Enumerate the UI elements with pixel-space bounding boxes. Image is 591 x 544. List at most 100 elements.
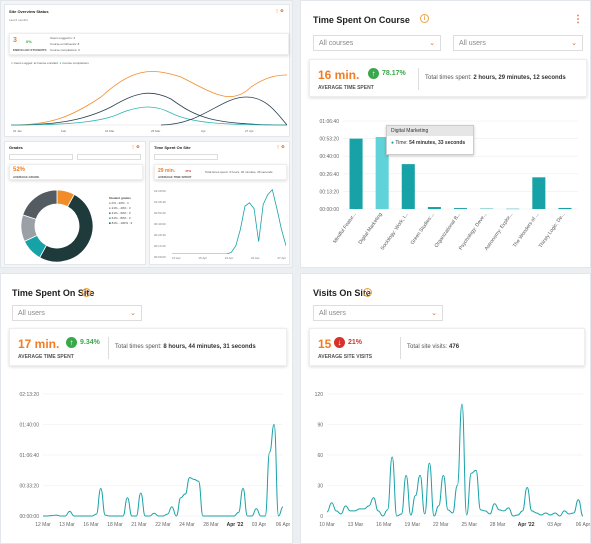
grades-select-1[interactable]: [9, 154, 73, 160]
site-overview-line-3: Course completions: 0: [50, 48, 80, 52]
visits-total: Total site visits: 476: [407, 344, 460, 350]
so-x-tick: 27 Apr: [245, 129, 254, 133]
course-time-card: Time Spent On Course i ⋮ All courses ⌄ A…: [300, 0, 591, 268]
x-tick-label: 03 Apr: [252, 522, 267, 528]
y-tick-label: 01:06:40: [320, 119, 340, 125]
site-time-title: Time Spent On Site: [12, 288, 95, 298]
visits-label: AVERAGE SITE VISITS: [318, 354, 373, 360]
bar: [532, 177, 546, 209]
mini-x-axis: 10 Apr 15 Apr 19 Apr 22 Apr 27 Apr: [172, 256, 286, 260]
site-overview-line-1: Users Logged in: 3: [50, 36, 76, 40]
stat-divider: [418, 68, 419, 90]
mini-site-time-value: 29 min.: [158, 168, 176, 174]
so-x-tick: 01 Mar: [105, 129, 115, 133]
mini-site-time-card: Time Spent On Site ⋮ ⚙ 29 min. 47% AVERA…: [149, 141, 290, 265]
x-tick-label: Mindful Featur...: [332, 212, 357, 245]
arrow-up-icon: ↑: [66, 337, 77, 348]
series-line: [43, 423, 284, 517]
x-tick-label: 03 Apr: [547, 522, 562, 528]
x-tick-label: 18 Mar: [107, 522, 123, 528]
x-tick-label: Psychology: Deve...: [458, 212, 488, 252]
mini-site-time-label: AVERAGE TIME SPENT: [158, 175, 192, 179]
info-icon[interactable]: i: [82, 288, 91, 297]
series-line: [172, 188, 286, 254]
mini-site-time-title: Time Spent On Site: [154, 145, 191, 150]
x-tick-label: 13 Mar: [348, 522, 364, 528]
site-overview-title: Site Overview Status: [9, 9, 49, 14]
x-tick-label: 06 Apr: [576, 522, 591, 528]
course-time-value: 16 min.: [318, 68, 360, 82]
y-tick-label: 60: [317, 453, 323, 459]
site-overview-stat-value: 3: [13, 37, 17, 44]
site-overview-line-2: Course enrollments: 8: [50, 42, 80, 46]
mini-site-time-select[interactable]: [154, 154, 218, 160]
info-icon[interactable]: i: [420, 14, 429, 23]
x-tick-label: Astronomy: Explor...: [484, 212, 515, 252]
visits-user-value: All users: [319, 310, 346, 317]
y-tick-label: 00:26:40: [320, 172, 340, 178]
so-x-tick: 29 Mar: [151, 129, 161, 133]
site-overview-card: Site Overview Status Last 6 months ⋮ ⚙ 3…: [4, 4, 290, 137]
visits-user-select[interactable]: All users ⌄: [313, 305, 443, 321]
course-time-menu-icon[interactable]: ⋮: [573, 14, 583, 25]
grades-title: Grades: [9, 145, 23, 150]
chevron-down-icon: ⌄: [130, 310, 136, 317]
info-icon[interactable]: i: [363, 288, 372, 297]
site-overview-stat-label: ENROLLED STUDENTS: [13, 48, 47, 52]
grades-donut-chart: [20, 189, 94, 263]
x-tick-label: 19 Mar: [405, 522, 421, 528]
x-tick-label: 21 Mar: [131, 522, 147, 528]
grades-legend-item: ■ 41% - 60% : 3: [109, 211, 131, 215]
x-tick-label: Apr '22: [518, 522, 535, 528]
site-overview-chart: [11, 71, 287, 126]
grades-legend-title: Student grades: [109, 196, 131, 200]
dashboard-thumbnail: Site Overview Status Last 6 months ⋮ ⚙ 3…: [0, 0, 293, 268]
arrow-down-icon: ↓: [334, 337, 345, 348]
x-tick-label: Green Studies:...: [410, 212, 436, 246]
bar: [401, 164, 415, 209]
course-time-title: Time Spent On Course: [313, 15, 410, 25]
x-tick-label: 10 Mar: [319, 522, 335, 528]
y-tick-label: 00:53:20: [320, 137, 340, 143]
site-overview-filter[interactable]: Last 6 months: [9, 18, 28, 22]
y-tick-label: 90: [317, 423, 323, 429]
site-time-line-chart: 00:00:00 00:33:20 01:06:40 01:40:00 02:13:20…: [20, 392, 291, 528]
x-tick-label: 16 Mar: [376, 522, 392, 528]
grades-pct-label: AVERAGE GRADE: [13, 175, 40, 179]
user-filter-select[interactable]: All users ⌄: [453, 35, 583, 51]
y-tick-label: 01:06:40: [20, 453, 40, 459]
grades-menu-icon[interactable]: ⋮ ⚙: [131, 144, 140, 149]
y-tick-label: 30: [317, 484, 323, 490]
site-overview-stat-pct: 0%: [26, 39, 32, 44]
site-time-card: Time Spent On Site i All users ⌄ 17 min.…: [0, 273, 293, 544]
mini-site-time-chart: [172, 188, 286, 254]
mini-site-time-stat: 29 min. 47% AVERAGE TIME SPENT Total tim…: [154, 164, 287, 180]
grades-select-2[interactable]: [77, 154, 141, 160]
grades-legend-item: ■ 0% - 20% : 1: [109, 201, 129, 205]
grades-legend-item: ■ 81% - 100% : 3: [109, 221, 133, 225]
visits-stat-box: 15 ↓ 21% AVERAGE SITE VISITS Total site …: [309, 328, 585, 366]
y-tick-label: 00:00:00: [20, 514, 40, 520]
x-tick-label: Digital Marketing: [358, 212, 384, 246]
y-tick-label: 0: [320, 514, 323, 520]
course-tooltip-value: 54 minutes, 33 seconds: [409, 140, 466, 146]
site-overview-legend: ● Users Logged ● Course enrolled ● Cours…: [11, 61, 89, 65]
chevron-down-icon: ⌄: [431, 310, 437, 317]
mini-site-time-menu-icon[interactable]: ⋮ ⚙: [276, 144, 285, 149]
x-tick-label: Apr '22: [227, 522, 244, 528]
so-x-tick: Apr: [201, 129, 206, 133]
x-tick-label: 22 Mar: [155, 522, 171, 528]
mini-site-time-pct: 47%: [185, 169, 192, 173]
site-time-user-value: All users: [18, 310, 45, 317]
course-filter-select[interactable]: All courses ⌄: [313, 35, 441, 51]
x-tick-label: 25 Mar: [461, 522, 477, 528]
legend-completions: Course completions: [62, 61, 89, 65]
site-overview-menu-icon[interactable]: ⋮ ⚙: [275, 8, 284, 13]
chevron-down-icon: ⌄: [571, 40, 577, 47]
y-tick-label: 00:40:00: [320, 154, 340, 160]
x-tick-label: 22 Mar: [433, 522, 449, 528]
site-overview-stat-box: 3 0% ENROLLED STUDENTS Users Logged in: …: [9, 33, 289, 55]
course-time-total: Total times spent: 2 hours, 29 minutes, …: [425, 75, 566, 81]
site-time-stat-box: 17 min. ↑ 9.34% AVERAGE TIME SPENT Total…: [9, 328, 287, 366]
site-time-user-select[interactable]: All users ⌄: [12, 305, 142, 321]
